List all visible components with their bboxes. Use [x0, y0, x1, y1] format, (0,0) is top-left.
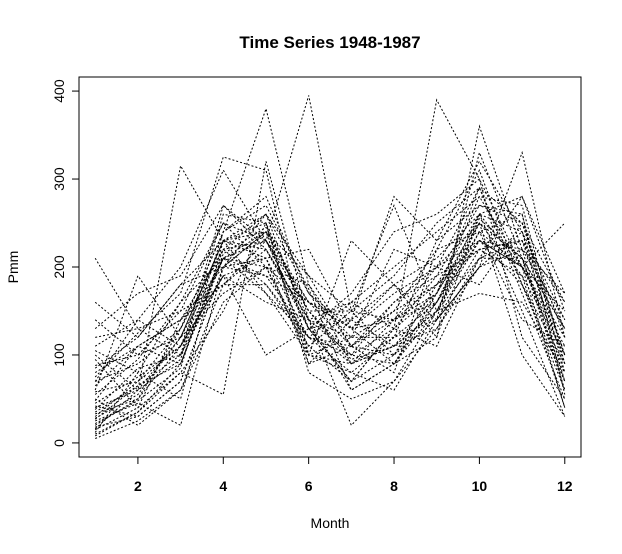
- y-tick-label: 100: [51, 343, 67, 367]
- series-line-26: [94, 156, 566, 378]
- series-line-34: [94, 196, 566, 430]
- y-tick-label: 300: [51, 167, 67, 191]
- x-tick-label: 2: [134, 478, 142, 494]
- y-tick-label: 200: [51, 255, 67, 279]
- series-line-8: [95, 151, 566, 409]
- x-axis: 2 4 6 8 10 12: [134, 457, 573, 494]
- series-line-32: [95, 213, 566, 418]
- series-line-36: [95, 160, 566, 415]
- series-line-20: [94, 222, 566, 433]
- series-line-2: [94, 187, 566, 426]
- series-line-23: [94, 231, 566, 419]
- series-line-33: [95, 239, 566, 366]
- series-line-3: [94, 231, 566, 426]
- series-line-29: [95, 195, 566, 393]
- y-axis-label: Pmm: [5, 251, 21, 284]
- x-tick-label: 10: [472, 478, 488, 494]
- y-tick-label: 0: [51, 439, 67, 447]
- series-line-28: [94, 240, 566, 409]
- series-line-4: [94, 240, 566, 374]
- series-line-31: [94, 195, 566, 338]
- x-tick-label: 6: [305, 478, 313, 494]
- x-tick-label: 12: [557, 478, 573, 494]
- x-tick-label: 8: [390, 478, 398, 494]
- x-axis-label: Month: [311, 515, 350, 531]
- series-line-38: [94, 186, 566, 402]
- series-line-12: [94, 124, 566, 365]
- series-layer: [94, 95, 566, 439]
- series-line-1: [94, 217, 566, 435]
- series-line-11: [94, 161, 566, 431]
- series-line-25: [94, 204, 566, 425]
- series-line-16: [94, 213, 566, 369]
- x-tick-label: 4: [219, 478, 227, 494]
- series-line-7: [95, 98, 566, 439]
- series-line-9: [94, 222, 566, 391]
- series-line-30: [94, 221, 566, 437]
- series-line-24: [94, 204, 566, 356]
- series-line-40: [94, 204, 566, 420]
- y-axis: 0 100 200 300 400: [51, 79, 79, 447]
- chart-title: Time Series 1948-1987: [239, 33, 420, 52]
- series-line-35: [94, 240, 566, 382]
- series-line-22: [94, 186, 566, 387]
- series-line-6: [95, 95, 566, 356]
- series-line-37: [94, 222, 566, 374]
- y-tick-label: 400: [51, 79, 67, 103]
- series-line-27: [94, 178, 566, 410]
- series-line-39: [94, 231, 566, 356]
